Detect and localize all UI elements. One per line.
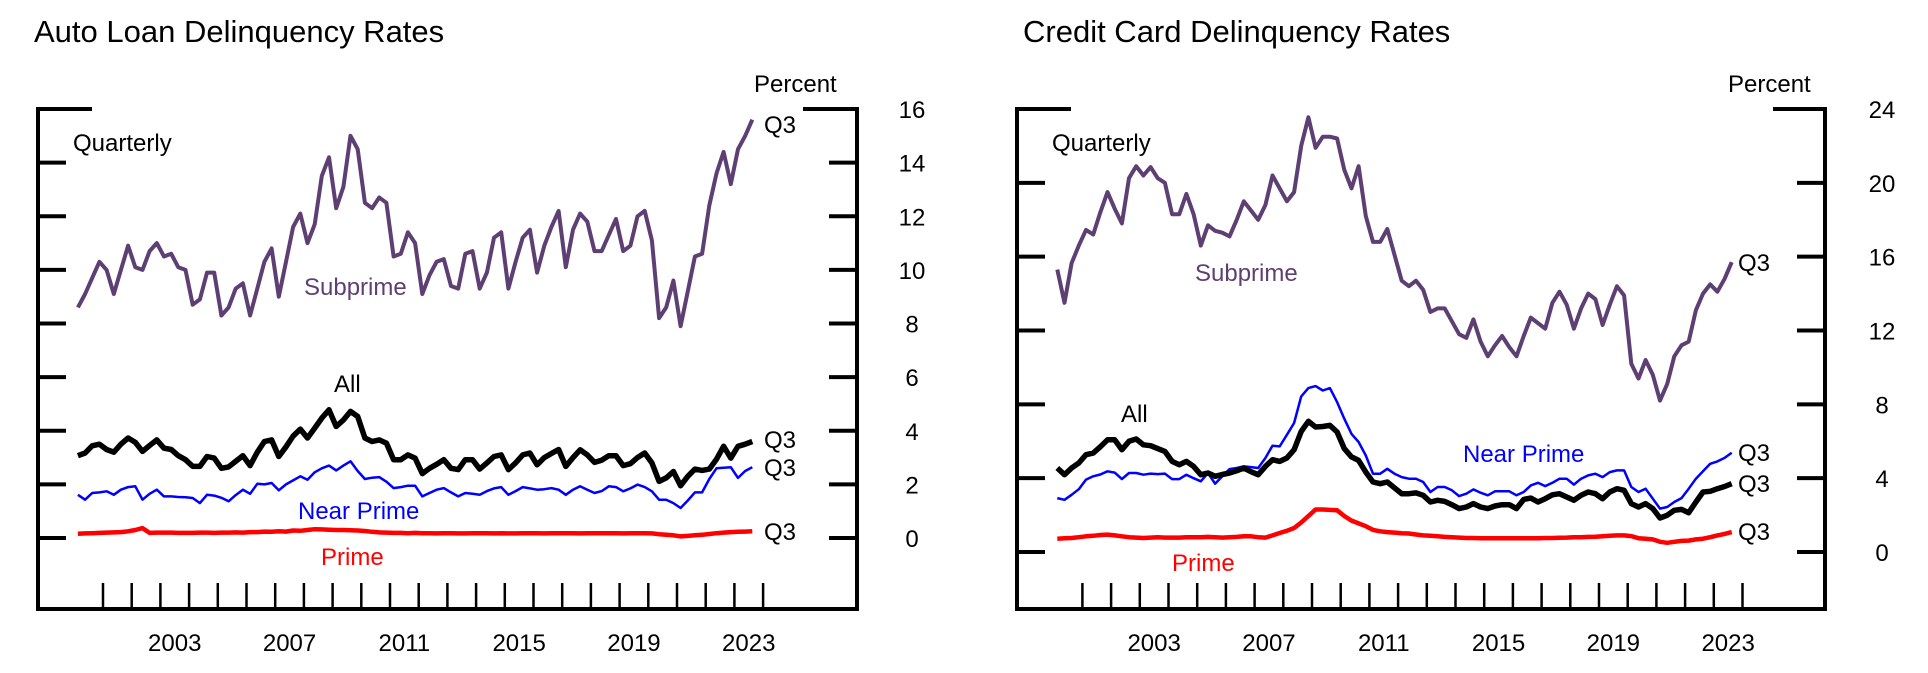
x-tick-label: 2003 [148,630,201,657]
y-tick-label: 12 [1869,319,1896,346]
series-line-prime [1057,507,1733,546]
y-tick-label: 20 [1869,171,1896,198]
y-tick-label: 8 [905,312,918,339]
x-tick-label: 2011 [1358,630,1410,657]
y-tick-label: 16 [899,97,926,124]
y-tick-label: 8 [1875,392,1888,419]
series-label-near-prime: Near Prime [1463,441,1584,468]
x-tick-label: 2019 [607,630,660,657]
frequency-note: Quarterly [1052,130,1151,157]
end-label-prime: Q3 [764,519,796,546]
end-label-all: Q3 [1738,471,1770,498]
y-tick-label: 4 [1875,466,1888,493]
series-label-prime: Prime [321,544,384,571]
y-tick-label: 12 [899,204,926,231]
end-label-subprime: Q3 [1738,250,1770,277]
y-tick-label: 6 [905,365,918,392]
end-label-prime: Q3 [1738,519,1770,546]
end-label-near-prime: Q3 [764,455,796,482]
axes: 0 2 4 6 8 10 12 14 16 2003 2007 2011 2015 2019 2023 [36,97,926,657]
series-line-near-prime [1057,384,1733,510]
x-tick-label: 2023 [1701,630,1754,657]
x-tick-label: 2015 [1472,630,1525,657]
x-tick-label: 2007 [1242,630,1295,657]
series-label-all: All [334,371,361,398]
frequency-note: Quarterly [73,130,172,157]
y-tick-label: 16 [1869,245,1896,272]
y-tick-label: 14 [899,151,926,178]
end-label-all: Q3 [764,427,796,454]
series-line-all [76,407,754,489]
series-label-near-prime: Near Prime [298,498,419,525]
series-line-near-prime [77,460,753,510]
series-line-prime [77,525,753,539]
y-tick-label: 10 [899,258,926,285]
x-tick-label: 2023 [722,630,775,657]
y-axis-label: Percent [754,71,837,98]
axes: 0 4 8 12 16 20 24 2003 2007 2011 2015 2019 2023 [1015,97,1896,657]
y-axis-label: Percent [1728,71,1811,98]
series-label-subprime: Subprime [1195,260,1298,287]
y-tick-label: 24 [1869,97,1896,124]
x-tick-label: 2003 [1127,630,1180,657]
series-label-prime: Prime [1172,550,1235,577]
x-tick-label: 2011 [379,630,431,657]
y-tick-label: 2 [905,472,918,499]
series-line-subprime [76,118,755,329]
y-tick-label: 0 [905,526,918,553]
credit-card-chart: Credit Card Delinquency Rates Percent Qu… [1015,14,1896,657]
series-label-all: All [1121,401,1148,428]
series-line-all [1055,418,1733,521]
series-label-subprime: Subprime [304,274,407,301]
chart-title: Credit Card Delinquency Rates [1023,14,1450,49]
chart-title: Auto Loan Delinquency Rates [34,14,444,49]
y-tick-label: 4 [905,419,918,446]
end-label-near-prime: Q3 [1738,440,1770,467]
end-label-subprime: Q3 [764,112,796,139]
series-line-subprime [1055,115,1734,403]
x-tick-label: 2015 [492,630,545,657]
x-tick-label: 2019 [1587,630,1640,657]
x-tick-label: 2007 [263,630,316,657]
auto-loan-chart: Auto Loan Delinquency Rates Percent Quar… [34,14,925,657]
y-tick-label: 0 [1875,540,1888,567]
